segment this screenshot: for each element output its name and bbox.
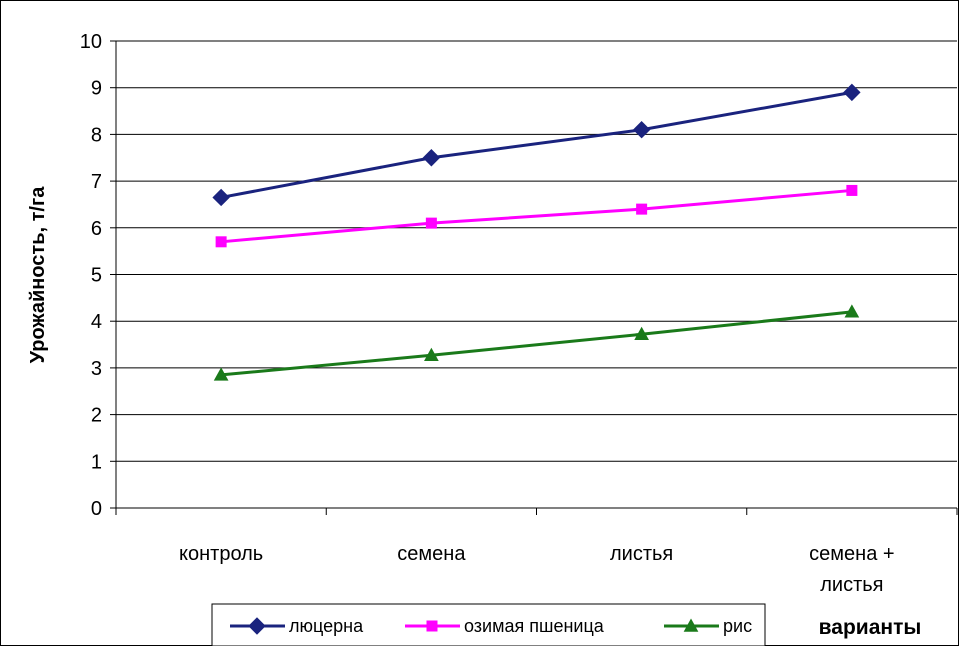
series-1 [215, 184, 858, 248]
legend-item: рис [664, 616, 752, 636]
x-tick-label: листья [610, 543, 673, 565]
diamond-marker [843, 83, 861, 102]
triangle-marker [424, 347, 439, 361]
y-tick-label: 4 [91, 311, 102, 333]
legend: люцерна озимая пшеница рис [211, 603, 766, 646]
legend-label: люцерна [289, 616, 364, 636]
square-marker [846, 184, 858, 196]
y-tick-labels: 0 1 2 3 4 5 6 7 8 9 10 [80, 31, 102, 520]
y-tick-label: 9 [91, 78, 102, 100]
legend-label: рис [723, 616, 752, 636]
diamond-marker [212, 188, 230, 207]
series-line [220, 310, 853, 377]
triangle-marker [213, 367, 229, 381]
x-tick-label-line: листья [610, 543, 673, 565]
y-axis-label: Урожайность, т/га [27, 186, 49, 364]
y-tick-label: 0 [91, 498, 102, 520]
square-marker [426, 620, 438, 632]
x-tick-label-line: контроль [179, 543, 263, 565]
series-0 [212, 83, 861, 207]
legend-item: люцерна [230, 616, 364, 636]
y-tick-label: 10 [80, 31, 102, 53]
diamond-marker [632, 121, 651, 139]
legend-item: озимая пшеница [405, 616, 605, 636]
triangle-marker [844, 304, 860, 318]
square-marker [425, 217, 437, 229]
triangle-marker [683, 618, 699, 632]
x-tick-label-line: листья [820, 574, 883, 596]
triangle-marker [634, 326, 649, 340]
y-tick-label: 8 [91, 124, 102, 146]
x-tick-labels: контроль семена листья семена + листья [179, 543, 895, 596]
x-tick-label: контроль [179, 543, 263, 565]
series-lines [212, 83, 861, 381]
series-line [220, 90, 853, 199]
x-tick-label-line: семена [397, 543, 466, 565]
x-axis-label: варианты [819, 616, 922, 639]
y-tick-label: 6 [91, 218, 102, 240]
series-line [220, 188, 853, 244]
series-2 [213, 304, 860, 381]
x-tick-label-line: семена + [809, 543, 894, 565]
square-marker [215, 236, 227, 248]
y-tick-label: 7 [91, 171, 102, 193]
y-tick-label: 2 [91, 405, 102, 427]
diamond-marker [248, 617, 266, 635]
gridlines [116, 40, 957, 462]
y-tick-label: 1 [91, 451, 102, 473]
y-tick-label: 3 [91, 358, 102, 380]
x-tick-label: семена [397, 543, 466, 565]
x-tick-label: семена + листья [809, 543, 894, 596]
y-tick-label: 5 [91, 265, 102, 287]
square-marker [636, 203, 648, 215]
diamond-marker [422, 149, 441, 167]
axes [110, 40, 958, 515]
legend-label: озимая пшеница [464, 616, 605, 636]
